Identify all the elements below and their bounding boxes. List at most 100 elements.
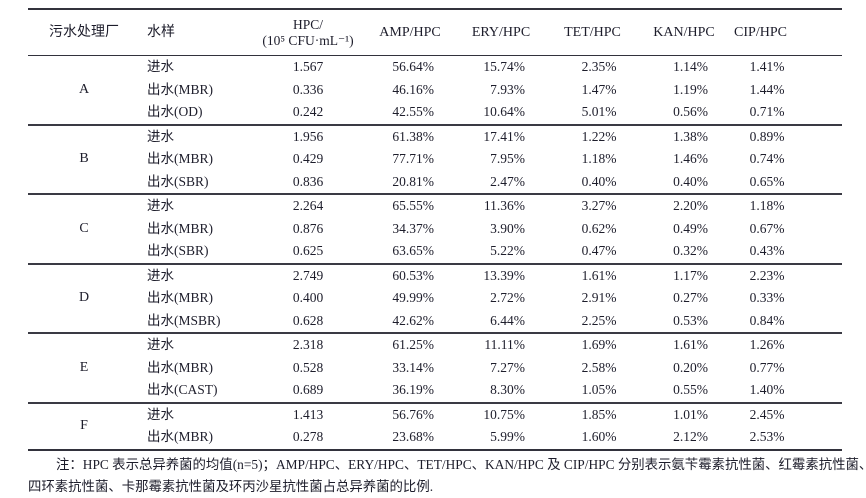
kan-value-cell: 2.12% (639, 426, 729, 450)
sample-cell: 出水(SBR) (147, 243, 209, 258)
plant-cell: F (28, 401, 140, 450)
amp-value: 49.99% (392, 290, 434, 305)
table-note-line1: 注：HPC 表示总异养菌的均值(n=5)；AMP/HPC、ERY/HPC、TET… (56, 457, 866, 472)
hpc-value-cell: 1.956 (252, 123, 364, 148)
ery-value-cell: 10.75% (456, 401, 546, 426)
cip-value: 1.18% (749, 198, 785, 213)
plant-cell: A (78, 81, 90, 97)
kan-value-cell: 1.01% (639, 401, 729, 426)
tet-value-cell: 1.85% (546, 401, 639, 426)
sample-cell: 出水(MBR) (147, 81, 214, 97)
cip-value: 1.44% (749, 81, 785, 97)
tet-value-cell: 2.58% (546, 357, 639, 380)
tet-value: 2.58% (581, 359, 617, 375)
hpc-value-cell: 0.689 (292, 382, 324, 397)
sample-cell: 进水 (147, 59, 174, 74)
hpc-value-cell: 0.429 (292, 151, 324, 166)
table-row: B 进水 1.956 61.38% 17.41% 1.22% 1.38% 0.89% (28, 123, 842, 194)
tet-value: 1.60% (581, 429, 617, 444)
kan-value-cell: 0.40% (639, 171, 729, 195)
col-header-sample: 水样 (140, 9, 252, 56)
hpc-value-cell: 0.628 (292, 312, 324, 328)
kan-value-cell: 1.14% (639, 56, 729, 79)
table-body: A 进水 1.567 56.64% 15.74% 2.35% 1.14% 1.41% 出水(MB… (28, 56, 842, 450)
sample-cell: 进水 (140, 262, 252, 287)
ery-value: 8.30% (490, 382, 525, 397)
hpc-value-cell: 0.278 (292, 429, 324, 444)
sample-cell: 进水 (140, 401, 252, 426)
ery-value-cell: 17.41% (456, 123, 546, 148)
table-row: 出水(MBR) 0.336 46.16% 7.93% 1.47% 1.19% 1.44% (28, 79, 842, 102)
cip-value-cell: 2.23% (729, 262, 842, 287)
antibiotic-resistance-table: 污水处理厂 水样 HPC/ (10⁵ CFU·mL⁻¹) AMP/HPC ERY… (28, 8, 842, 451)
sample-cell: 出水(MBR) (147, 359, 214, 375)
cip-value-cell: 0.84% (729, 310, 842, 334)
tet-value-cell: 0.62% (546, 218, 639, 241)
ery-value: 7.95% (490, 151, 525, 166)
kan-value: 1.19% (673, 81, 708, 97)
table-row: 出水(MBR) 0.429 77.71% 7.95% 1.18% 1.46% 0.74% (28, 148, 842, 171)
ery-value-cell: 2.72% (456, 287, 546, 310)
cip-value-cell: 1.18% (729, 193, 842, 218)
kan-value-cell: 1.46% (639, 148, 729, 171)
tet-value-cell: 3.27% (546, 193, 639, 218)
hpc-value-cell: 0.625 (292, 243, 324, 258)
kan-value-cell: 0.55% (639, 379, 729, 403)
ery-value: 6.44% (490, 312, 525, 328)
col-header-plant: 污水处理厂 (28, 9, 140, 56)
kan-value: 0.40% (673, 173, 708, 189)
cip-value: 0.74% (749, 151, 785, 166)
col-header-cip: CIP/HPC (729, 9, 842, 56)
cip-value: 1.41% (749, 59, 785, 74)
cip-value: 0.84% (749, 312, 785, 328)
kan-value-cell: 0.20% (639, 357, 729, 380)
amp-value-cell: 63.65% (364, 240, 456, 264)
ery-value: 11.36% (483, 198, 525, 213)
table-row: 出水(CAST) 0.689 36.19% 8.30% 1.05% 0.55% 1.40% (28, 379, 842, 403)
kan-value: 0.27% (673, 290, 708, 305)
ery-value: 2.47% (490, 173, 525, 189)
ery-value: 15.74% (483, 59, 525, 74)
tet-value: 1.61% (581, 267, 617, 283)
kan-value-cell: 1.61% (639, 332, 729, 357)
kan-value-cell: 1.19% (639, 79, 729, 102)
plant-cell: B (28, 123, 140, 194)
tet-value-cell: 1.60% (546, 426, 639, 450)
tet-value: 1.47% (581, 81, 617, 97)
amp-value: 46.16% (392, 81, 434, 97)
sample-cell: 出水(MBR) (147, 429, 214, 444)
table-row: 出水(MSBR) 0.628 42.62% 6.44% 2.25% 0.53% 0.84% (28, 310, 842, 334)
cip-value-cell: 0.33% (729, 287, 842, 310)
cip-value-cell: 1.41% (729, 56, 842, 79)
hpc-header-line1: HPC/ (292, 16, 323, 32)
ery-value: 5.99% (490, 429, 525, 444)
hpc-value-cell: 0.400 (292, 290, 324, 305)
ery-value-cell: 7.27% (456, 357, 546, 380)
sample-cell: 出水(CAST) (147, 382, 218, 397)
amp-value-cell: 61.38% (364, 123, 456, 148)
amp-value-cell: 23.68% (364, 426, 456, 450)
ery-value-cell: 10.64% (456, 101, 546, 125)
cip-value-cell: 1.26% (729, 332, 842, 357)
col-header-tet: TET/HPC (546, 9, 639, 56)
tet-value: 1.22% (581, 128, 617, 144)
kan-value-cell: 1.38% (639, 123, 729, 148)
ery-value-cell: 7.95% (456, 148, 546, 171)
amp-value: 61.25% (392, 337, 434, 352)
ery-value: 10.75% (483, 406, 525, 422)
table-note: 注：HPC 表示总异养菌的均值(n=5)；AMP/HPC、ERY/HPC、TET… (28, 454, 866, 498)
tet-value: 2.35% (581, 59, 617, 74)
table-header: 污水处理厂 水样 HPC/ (10⁵ CFU·mL⁻¹) AMP/HPC ERY… (28, 9, 842, 56)
amp-value: 77.71% (392, 151, 434, 166)
hpc-value-cell: 0.836 (292, 173, 324, 189)
tet-value-cell: 1.61% (546, 262, 639, 287)
cip-value: 0.33% (749, 290, 785, 305)
table-row: 出水(MBR) 0.876 34.37% 3.90% 0.62% 0.49% 0.67% (28, 218, 842, 241)
ery-value-cell: 15.74% (456, 56, 546, 79)
cip-value-cell: 0.67% (729, 218, 842, 241)
table-row: 出水(SBR) 0.836 20.81% 2.47% 0.40% 0.40% 0.65% (28, 171, 842, 195)
kan-value: 0.53% (673, 312, 708, 328)
cip-value: 0.67% (749, 220, 785, 236)
ery-value-cell: 5.99% (456, 426, 546, 450)
